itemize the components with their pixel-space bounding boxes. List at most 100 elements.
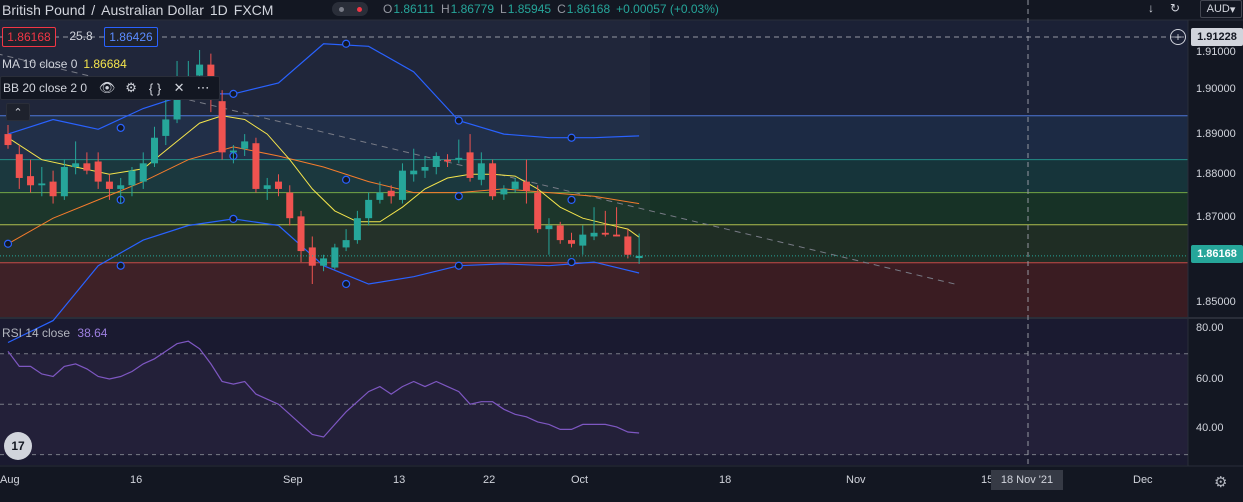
base-currency: British Pound: [2, 2, 86, 18]
sell-button[interactable]: 1.86168: [2, 27, 56, 47]
arrow-down-icon[interactable]: ↓: [1148, 1, 1154, 15]
pair-separator: /: [91, 2, 96, 18]
bb-marker: [342, 279, 351, 289]
candle-body: [72, 163, 80, 167]
interval-label[interactable]: 1D: [209, 2, 228, 18]
candle-body: [263, 185, 271, 189]
market-status-toggle[interactable]: [332, 2, 368, 16]
bb-legend[interactable]: BB 20 close 2 0 👁 ⚙ { } ✕ ⋯: [0, 76, 221, 100]
price-tick: 1.90000: [1196, 83, 1236, 95]
candle-body: [511, 181, 519, 189]
candle-body: [128, 170, 136, 186]
candle-body: [162, 119, 170, 136]
candle-body: [60, 166, 68, 197]
bb-marker: [229, 214, 238, 224]
candle-body: [342, 240, 350, 248]
bb-marker: [567, 257, 576, 267]
zone-band: [0, 262, 1188, 318]
candle-body: [432, 156, 440, 167]
refresh-icon[interactable]: ↻: [1169, 1, 1181, 15]
zone-band: [0, 159, 1188, 193]
candle-body: [4, 134, 12, 146]
tradingview-logo[interactable]: 17: [4, 432, 32, 460]
low-value: 1.85945: [507, 2, 552, 16]
change-value: +0.00057 (+0.03%): [616, 2, 719, 16]
currency-label: AUD: [1206, 3, 1230, 15]
date-label: 16: [130, 474, 143, 486]
candle-body: [635, 255, 643, 259]
candle-body: [477, 163, 485, 180]
candle-body: [568, 240, 575, 244]
candle-body: [274, 181, 282, 189]
bb-marker: [116, 261, 125, 270]
date-label: 13: [393, 474, 406, 486]
date-label: Nov: [846, 474, 866, 486]
candle-body: [376, 192, 384, 200]
braces-icon[interactable]: { }: [148, 80, 162, 96]
price-tick: 1.89000: [1196, 128, 1236, 140]
candle-body: [297, 216, 305, 252]
date-label: Dec: [1133, 474, 1153, 486]
low-label: L: [500, 2, 507, 16]
candle-body: [117, 185, 125, 189]
candle-body: [579, 234, 587, 246]
candle-body: [545, 225, 553, 230]
candle-body: [556, 225, 564, 241]
candle-body: [139, 163, 147, 182]
candle-body: [38, 183, 46, 186]
candle-body: [489, 163, 497, 197]
candle-body: [522, 181, 530, 191]
date-label: Oct: [571, 474, 589, 486]
candle-body: [601, 232, 609, 235]
date-label: 18: [719, 474, 732, 486]
rsi-line: [7, 340, 640, 438]
candle-body: [410, 170, 418, 175]
rsi-tick: 80.00: [1196, 322, 1224, 334]
bb-marker: [567, 133, 576, 142]
candle-body: [218, 101, 226, 153]
symbol-title: British Pound / Australian Dollar 1D FXC…: [0, 0, 273, 20]
more-icon[interactable]: ⋯: [196, 80, 210, 95]
exchange-label: FXCM: [233, 2, 274, 18]
bb-marker: [454, 116, 463, 125]
candle-body: [27, 176, 35, 186]
candle-body: [534, 192, 542, 230]
price-tick: 1.88000: [1196, 168, 1236, 180]
gear-icon[interactable]: ⚙: [125, 80, 137, 95]
candle-body: [466, 152, 474, 178]
quote-currency: Australian Dollar: [101, 2, 204, 18]
rsi-tick: 40.00: [1196, 422, 1224, 434]
candle-body: [320, 258, 328, 266]
close-icon[interactable]: ✕: [173, 80, 185, 95]
candle-body: [398, 170, 406, 200]
ma-value: 1.86684: [83, 57, 127, 71]
plus-icon[interactable]: +: [1170, 29, 1186, 45]
currency-selector[interactable]: AUD ▾: [1200, 0, 1242, 18]
collapse-legend-button[interactable]: ⌃: [6, 103, 30, 121]
close-value: 1.86168: [566, 2, 611, 16]
eye-icon[interactable]: 👁: [98, 80, 116, 95]
buy-button[interactable]: 1.86426: [104, 27, 158, 47]
candle-body: [105, 181, 113, 189]
candle-body: [455, 157, 463, 160]
candle-body: [624, 236, 632, 255]
settings-gear-icon[interactable]: ⚙: [1214, 474, 1228, 491]
candle-body: [173, 86, 181, 120]
candle-body: [229, 150, 237, 153]
candle-body: [444, 159, 452, 162]
candle-body: [365, 199, 373, 219]
rsi-legend[interactable]: RSI 14 close 38.64: [2, 326, 107, 340]
ma-legend[interactable]: MA 10 close 0 1.86684: [0, 54, 127, 74]
candle-body: [613, 234, 621, 237]
date-label: 15: [981, 474, 994, 486]
candle-body: [500, 188, 508, 195]
rsi-value: 38.64: [77, 326, 108, 340]
spread-value: 25.8: [69, 29, 93, 43]
rsi-tick: 60.00: [1196, 373, 1224, 385]
candle-body: [151, 137, 159, 164]
candle-body: [83, 163, 91, 171]
price-tick: 1.85000: [1196, 296, 1236, 308]
candle-body: [286, 192, 294, 219]
candle-body: [331, 247, 339, 268]
